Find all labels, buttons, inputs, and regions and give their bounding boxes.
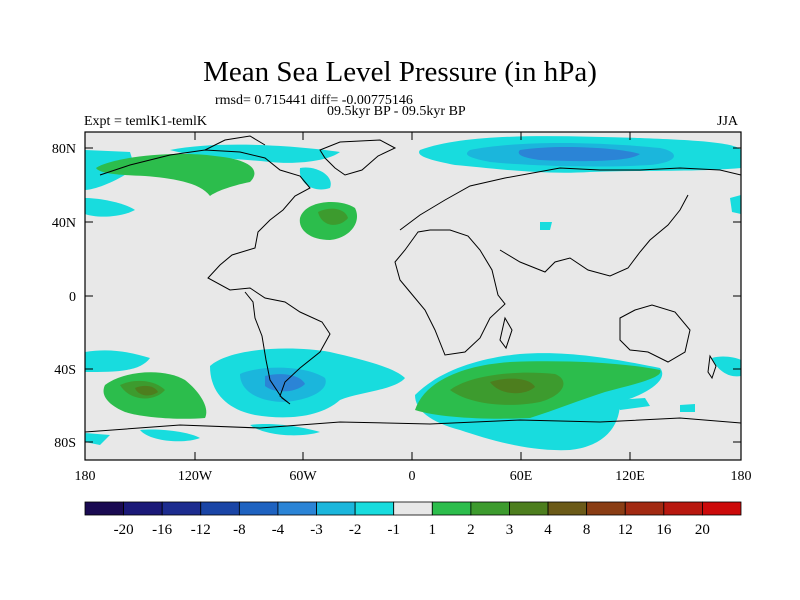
legend-swatch (123, 501, 163, 516)
anomaly-plus3 (135, 378, 535, 396)
lat-labels: 80N 40N 0 40S 80S (52, 142, 76, 451)
legend-swatch (586, 501, 626, 516)
legend-colorbar (84, 501, 742, 516)
pressure-field (85, 135, 741, 451)
legend-swatch (663, 501, 703, 516)
legend-label: 4 (544, 522, 552, 538)
lon-label: 120W (178, 469, 213, 484)
lon-label: 120E (615, 469, 645, 484)
lat-label: 80N (52, 142, 76, 157)
lat-label: 40N (52, 216, 76, 231)
legend-swatch (393, 501, 433, 516)
legend-label: -3 (310, 522, 323, 538)
lon-label: 180 (75, 469, 96, 484)
legend-swatch (431, 501, 472, 516)
legend-swatch (702, 501, 742, 516)
legend-label: -4 (272, 522, 285, 538)
lon-tick-marks (194, 132, 631, 460)
legend-label: -20 (114, 522, 134, 538)
lon-labels: 180 120W 60W 0 60E 120E 180 (75, 469, 752, 484)
legend-swatch (161, 501, 202, 516)
lat-label: 40S (54, 363, 76, 378)
legend-swatch (547, 501, 588, 516)
legend-label: 16 (656, 522, 672, 538)
legend-label: 20 (695, 522, 710, 538)
legend-label: 8 (583, 522, 591, 538)
legend-swatch (509, 501, 549, 516)
legend-swatch (354, 501, 395, 516)
legend-swatch (238, 501, 279, 516)
legend-swatch (200, 501, 240, 516)
legend-labels: -20 -16 -12 -8 -4 -3 -2 -1 1 2 3 4 8 12 16 20 (114, 522, 710, 538)
lat-label: 0 (69, 290, 76, 305)
legend-label: -2 (349, 522, 362, 538)
legend-label: 2 (467, 522, 475, 538)
coastlines (85, 135, 741, 433)
lon-label: 60W (289, 469, 317, 484)
map-title: Mean Sea Level Pressure (in hPa) (203, 56, 597, 88)
season-label: JJA (717, 114, 739, 129)
legend-swatch (624, 501, 665, 516)
lon-label: 60E (510, 469, 533, 484)
legend-label: -16 (152, 522, 172, 538)
legend-label: -12 (191, 522, 211, 538)
legend-label: -8 (233, 522, 246, 538)
experiment-label: Expt = temlK1-temlK (84, 114, 207, 129)
legend-label: 1 (429, 522, 437, 538)
legend-swatch (84, 501, 124, 516)
legend-label: 12 (618, 522, 633, 538)
legend-label: -1 (387, 522, 400, 538)
legend-swatch (316, 501, 356, 516)
legend-swatch (470, 501, 510, 516)
stats-line: rmsd= 0.715441 diff= -0.00775146 (215, 93, 413, 108)
lat-label: 80S (54, 436, 76, 451)
lon-label: 0 (409, 469, 416, 484)
lon-label: 180 (731, 469, 752, 484)
period-label: 09.5kyr BP - 09.5kyr BP (327, 104, 466, 119)
lat-tick-marks (85, 147, 741, 443)
legend-label: 3 (506, 522, 514, 538)
legend-swatch (277, 501, 317, 516)
